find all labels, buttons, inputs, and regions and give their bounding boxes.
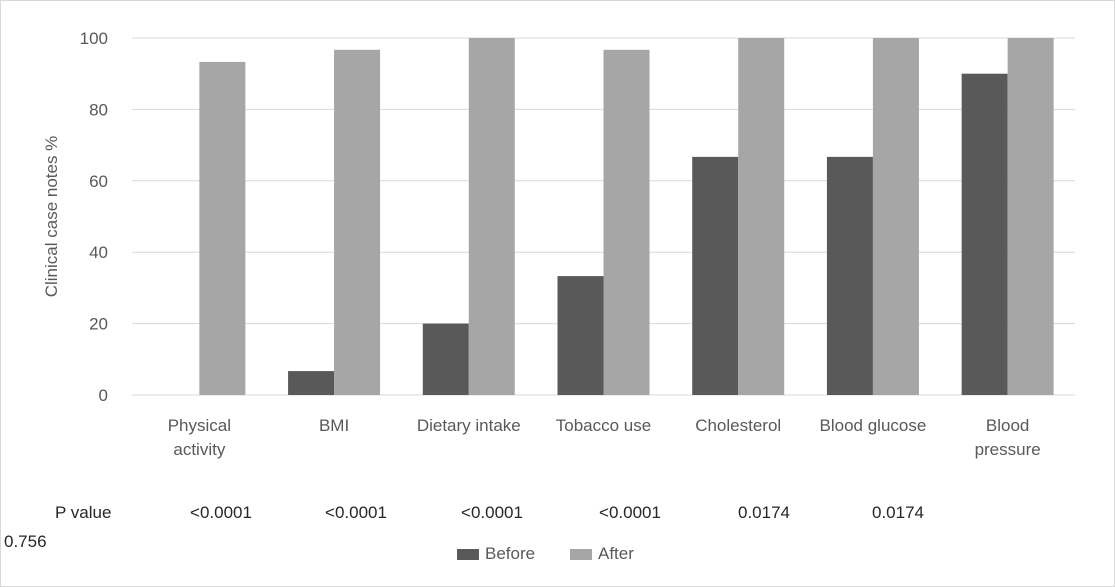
p-value: 0.0174 (738, 503, 790, 522)
p-value: 0.0174 (872, 503, 924, 522)
legend-item-after: After (570, 543, 634, 565)
y-tick-label: 20 (89, 315, 108, 334)
p-value: <0.0001 (190, 503, 252, 522)
y-tick-label: 80 (89, 100, 108, 119)
bar-after-0 (199, 61, 246, 395)
x-tick-label: Blood (986, 416, 1029, 435)
bar-before-3 (557, 276, 604, 395)
bar-after-5 (872, 38, 919, 395)
bar-after-1 (334, 49, 381, 395)
x-tick-label: pressure (975, 440, 1041, 459)
x-tick-label: Physical (168, 416, 231, 435)
y-axis-title: Clinical case notes % (42, 136, 61, 298)
bar-after-3 (603, 49, 650, 395)
y-tick-label: 0 (99, 386, 108, 405)
x-tick-label: BMI (319, 416, 349, 435)
x-tick-label: Tobacco use (556, 416, 651, 435)
y-tick-label: 60 (89, 172, 108, 191)
x-tick-label: Cholesterol (695, 416, 781, 435)
bar-after-2 (468, 38, 515, 395)
legend: Before After (0, 543, 1115, 565)
y-tick-label: 100 (80, 29, 108, 48)
p-value: <0.0001 (461, 503, 523, 522)
bar-before-6 (961, 73, 1008, 395)
p-value-label: P value (55, 503, 112, 522)
bar-after-6 (1007, 38, 1054, 395)
x-tick-label: Blood glucose (820, 416, 927, 435)
legend-swatch (570, 548, 592, 560)
bar-after-4 (738, 38, 785, 395)
bar-before-5 (826, 156, 873, 395)
bar-before-4 (692, 156, 739, 395)
x-tick-label: Dietary intake (417, 416, 521, 435)
p-value: <0.0001 (325, 503, 387, 522)
p-value-blood-pressure: 0.756 (4, 532, 47, 551)
y-tick-label: 40 (89, 243, 108, 262)
legend-label: After (598, 544, 634, 563)
legend-item-before: Before (457, 543, 535, 565)
legend-label: Before (485, 544, 536, 563)
p-value: <0.0001 (599, 503, 661, 522)
bar-before-1 (288, 371, 335, 395)
x-tick-label: activity (173, 440, 225, 459)
legend-swatch (457, 548, 479, 560)
bar-before-2 (422, 323, 469, 395)
